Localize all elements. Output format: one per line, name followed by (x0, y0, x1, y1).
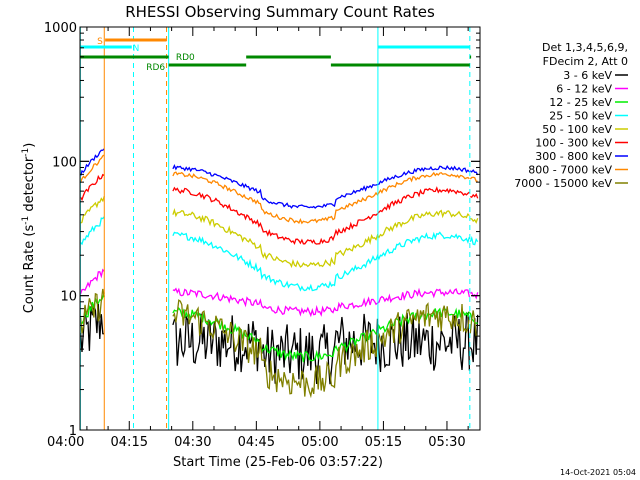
series-line (172, 171, 470, 225)
y-tick-label: 10 (60, 290, 77, 305)
legend-label: 3 - 6 keV (563, 69, 612, 82)
x-tick-label: 05:30 (428, 435, 465, 450)
x-tick-label: 04:30 (174, 435, 211, 450)
series-line (469, 314, 479, 363)
x-axis-label: Start Time (25-Feb-06 03:57:22) (173, 455, 383, 470)
series-line (470, 193, 479, 199)
series-line (172, 299, 471, 399)
legend-label: 300 - 800 keV (535, 150, 612, 163)
series-line (172, 311, 471, 385)
legend: Det 1,3,4,5,6,9, FDecim 2, Att 0 3 - 6 k… (514, 41, 628, 190)
legend-label: 12 - 25 keV (549, 96, 612, 109)
series-line (469, 176, 478, 182)
series-line (469, 291, 479, 300)
flag-label: RD0 (176, 53, 195, 63)
legend-label: 6 - 12 keV (556, 83, 612, 96)
axis-layer: 1 10 100 1000 04:00 04:15 04:30 04:45 05:00 05:15… (44, 21, 480, 450)
series-line (469, 235, 479, 246)
flag-label: S (97, 37, 103, 47)
x-tick-label: 05:00 (301, 435, 338, 450)
series-line (172, 231, 471, 292)
y-tick-label: 100 (52, 155, 77, 170)
plot-frame (79, 26, 481, 431)
legend-label: 100 - 300 keV (535, 137, 612, 150)
y-tick-label: 1 (69, 424, 77, 439)
flag-label: N (133, 44, 140, 54)
y-tick-label: 1000 (44, 21, 77, 36)
flag-layer: S N RD0 RD6 (80, 37, 472, 73)
series-line (172, 287, 471, 318)
series-line (172, 207, 470, 269)
series-line (470, 217, 479, 224)
x-tick-label: 04:15 (111, 435, 148, 450)
series-line (80, 173, 105, 202)
x-tick-label: 04:00 (47, 435, 84, 450)
series-line (79, 154, 105, 183)
series-line (79, 148, 105, 177)
legend-label: 25 - 50 keV (549, 110, 612, 123)
chart-title: RHESSI Observing Summary Count Rates (125, 3, 435, 21)
legend-header-line-2: FDecim 2, Att 0 (543, 55, 628, 68)
timestamp: 14-Oct-2021 05:04 (560, 468, 636, 477)
series-line (172, 164, 470, 209)
legend-label: 50 - 100 keV (542, 123, 612, 136)
legend-label: 800 - 7000 keV (528, 164, 612, 177)
series-line (80, 216, 105, 246)
series-line (79, 288, 105, 334)
series-line (80, 195, 105, 224)
legend-label: 7000 - 15000 keV (514, 177, 612, 190)
x-tick-label: 04:45 (238, 435, 275, 450)
series-line (172, 186, 470, 246)
legend-header-line-1: Det 1,3,4,5,6,9, (542, 41, 628, 54)
series-line (79, 268, 105, 295)
x-tick-label: 05:15 (365, 435, 402, 450)
flag-label: RD6 (146, 63, 165, 73)
y-axis-label: Count Rate (s-1 detector-1) (21, 143, 37, 314)
series-line (469, 169, 479, 176)
series-layer (79, 148, 479, 399)
